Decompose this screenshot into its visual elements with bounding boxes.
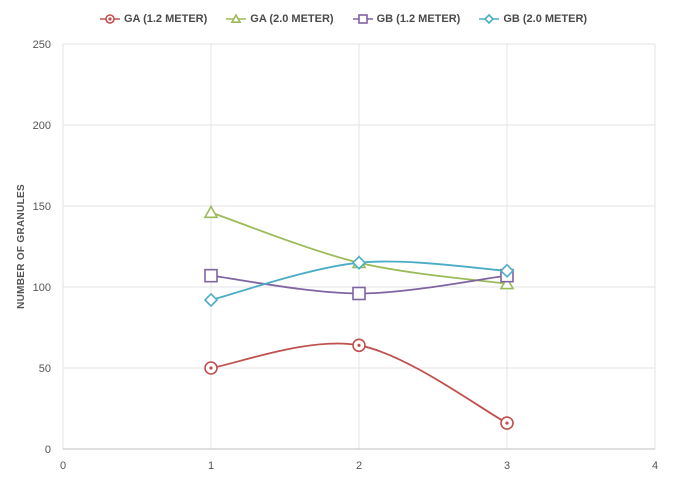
point-gb-1-2-meter-x1 xyxy=(204,268,218,283)
point-gb-2-0-meter-x3 xyxy=(499,263,515,278)
legend-label-gb-1-2-meter: GB (1.2 METER) xyxy=(376,13,461,25)
x-tick-label-2: 2 xyxy=(356,460,362,472)
legend-label-ga-2-0-meter: GA (2.0 METER) xyxy=(250,13,334,25)
legend-label-gb-2-0-meter: GB (2.0 METER) xyxy=(503,13,588,25)
legend-marker-gb-2-0-meter xyxy=(484,13,495,25)
legend-item-gb-1-2-meter: GB (1.2 METER) xyxy=(352,13,461,25)
legend-swatch-ga-1-2-meter xyxy=(99,14,120,24)
point-ga-2-0-meter-x3 xyxy=(499,276,515,290)
point-gb-2-0-meter-x2 xyxy=(351,255,367,270)
point-ga-1-2-meter-x1-dot xyxy=(209,366,213,370)
point-ga-1-2-meter-x3 xyxy=(500,416,514,430)
legend: GA (1.2 METER) GA (2.0 METER) GB (1.2 METE… xyxy=(0,8,686,30)
point-gb-1-2-meter-x2 xyxy=(352,286,366,301)
y-tick-label-0: 0 xyxy=(45,444,51,456)
y-tick-label-50: 50 xyxy=(39,363,51,375)
y-tick-label-100: 100 xyxy=(33,282,51,294)
point-ga-1-2-meter-x1 xyxy=(204,361,218,375)
point-ga-1-2-meter-x2-dot xyxy=(357,343,361,347)
legend-item-ga-1-2-meter: GA (1.2 METER) xyxy=(99,13,207,25)
point-ga-1-2-meter-x2 xyxy=(352,338,366,353)
legend-item-ga-2-0-meter: GA (2.0 METER) xyxy=(225,13,334,25)
x-tick-label-1: 1 xyxy=(208,460,214,472)
legend-swatch-ga-2-0-meter xyxy=(226,13,247,23)
y-axis-title: NUMBER OF GRANULES xyxy=(16,184,27,309)
legend-swatch-gb-2-0-meter xyxy=(479,13,500,25)
point-ga-2-0-meter-x1 xyxy=(203,204,219,219)
legend-marker-ga-1-2-meter xyxy=(105,14,115,24)
legend-marker-ga-2-0-meter xyxy=(230,13,242,23)
legend-swatch-gb-1-2-meter xyxy=(352,14,373,24)
y-tick-label-150: 150 xyxy=(33,201,51,213)
legend-marker-gb-1-2-meter xyxy=(357,14,368,24)
legend-marker-ga-1-2-meter-dot xyxy=(108,17,112,21)
x-tick-label-0: 0 xyxy=(60,460,66,472)
x-tick-label-4: 4 xyxy=(652,460,658,472)
x-tick-label-3: 3 xyxy=(504,460,510,472)
y-tick-label-250: 250 xyxy=(33,39,51,51)
legend-item-gb-2-0-meter: GB (2.0 METER) xyxy=(478,13,587,25)
point-gb-2-0-meter-x1 xyxy=(203,292,219,308)
y-tick-label-200: 200 xyxy=(33,120,51,132)
point-ga-1-2-meter-x3-dot xyxy=(505,421,509,425)
legend-label-ga-1-2-meter: GA (1.2 METER) xyxy=(123,13,208,25)
